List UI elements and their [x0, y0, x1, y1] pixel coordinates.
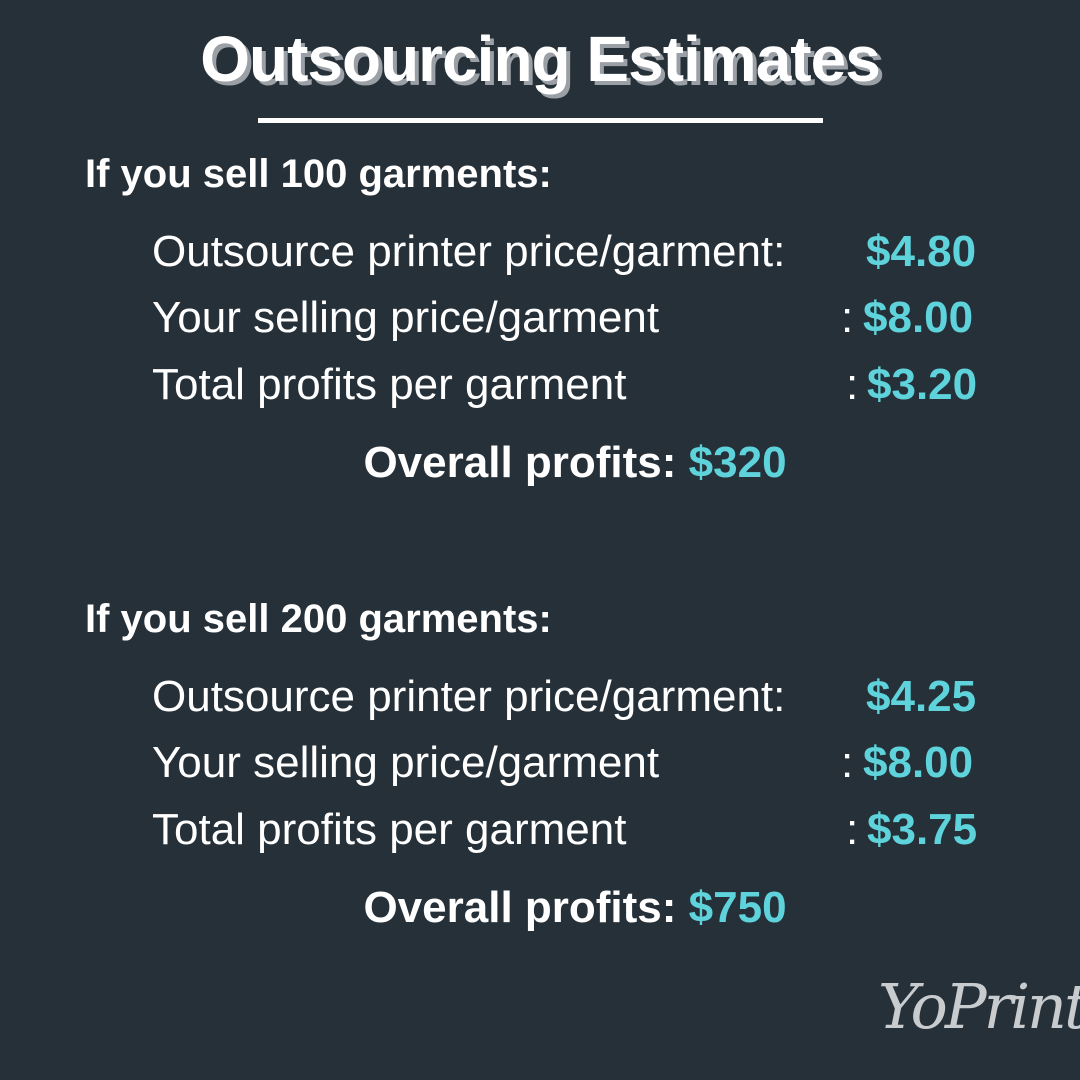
label-text: Outsource printer price/garment: [152, 227, 774, 276]
row-colon: :: [846, 360, 859, 409]
section-heading-200: If you sell 200 garments:: [85, 597, 552, 641]
title-underline: [258, 118, 823, 123]
row-total-profit-label: Total profits per garment: [152, 805, 627, 854]
page-title: Outsourcing Estimates: [200, 23, 881, 95]
row-outsource-price-label: Outsource printer price/garment:: [152, 227, 786, 276]
overall-label: Overall profits:: [363, 883, 677, 932]
row-total-profit-value: $3.20: [867, 360, 978, 409]
overall-profits: Overall profits: $750: [0, 883, 1080, 933]
row-colon: :: [846, 805, 859, 854]
overall-value: $750: [688, 883, 787, 932]
row-total-profit-label: Total profits per garment: [152, 360, 627, 409]
row-outsource-price-value: $4.80: [866, 227, 977, 276]
overall-profits: Overall profits: $320: [0, 438, 1080, 488]
yoprint-logo: YoPrint: [878, 970, 1080, 1043]
row-selling-price-value: $8.00: [863, 293, 974, 342]
overall-value: $320: [688, 438, 787, 487]
row-selling-price-label: Your selling price/garment: [152, 738, 660, 787]
row-selling-price-label: Your selling price/garment: [152, 293, 660, 342]
row-outsource-price-label: Outsource printer price/garment:: [152, 672, 786, 721]
row-selling-price-value: $8.00: [863, 738, 974, 787]
row-outsource-price-value: $4.25: [866, 672, 977, 721]
row-colon: :: [841, 738, 854, 787]
row-total-profit-value: $3.75: [867, 805, 978, 854]
label-text: Outsource printer price/garment: [152, 672, 774, 721]
row-colon: :: [841, 293, 854, 342]
overall-label: Overall profits:: [363, 438, 677, 487]
section-heading-100: If you sell 100 garments:: [85, 152, 552, 196]
